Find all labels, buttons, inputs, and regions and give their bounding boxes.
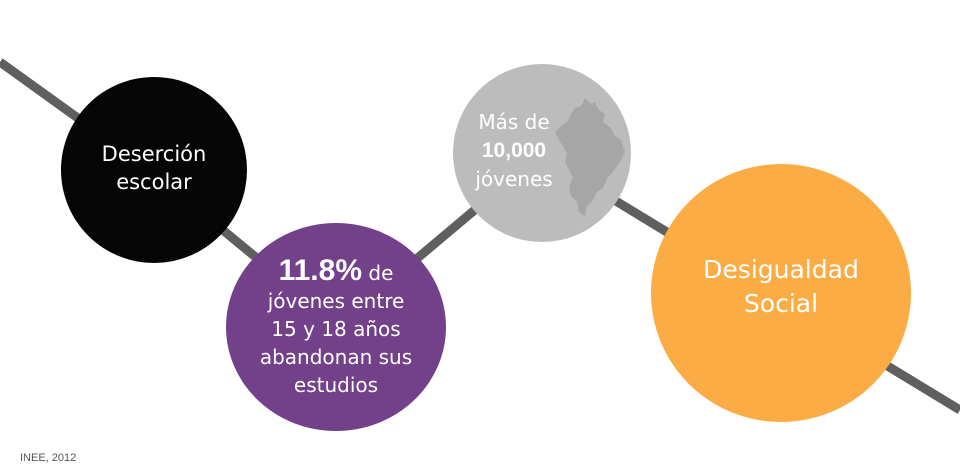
jovenes-line-1: Más de [478,110,550,134]
desigualdad-social-circle: Desigualdad Social [651,164,911,422]
abandono-statistic-circle: 11.8% de jóvenes entre 15 y 18 años aban… [226,223,446,431]
jovenes-line-3: jóvenes [475,167,553,191]
abandono-line-1-rest: de [362,261,394,285]
source-citation: INEE, 2012 [20,452,77,464]
abandono-statistic-text: 11.8% de jóvenes entre 15 y 18 años aban… [250,254,422,399]
desigualdad-line-2: Social [743,289,819,318]
abandono-line-5: estudios [293,373,379,397]
desigualdad-social-text: Desigualdad Social [703,253,859,321]
jovenes-count-number: 10,000 [481,139,547,162]
desercion-escolar-circle: Deserción escolar [61,77,247,263]
abandono-percentage: 11.8% [278,254,363,287]
nuevo-leon-state-map-icon [555,98,625,216]
abandono-line-2: jóvenes entre [267,289,405,313]
abandono-line-4: abandonan sus [259,345,413,369]
state-outline [555,98,625,216]
desercion-escolar-text: Deserción escolar [102,140,207,196]
desercion-line-2: escolar [116,170,192,194]
desigualdad-line-1: Desigualdad [703,255,859,284]
abandono-line-3: 15 y 18 años [271,317,401,341]
desercion-line-1: Deserción [101,142,207,166]
jovenes-count-text: Más de 10,000 jóvenes [464,108,564,193]
